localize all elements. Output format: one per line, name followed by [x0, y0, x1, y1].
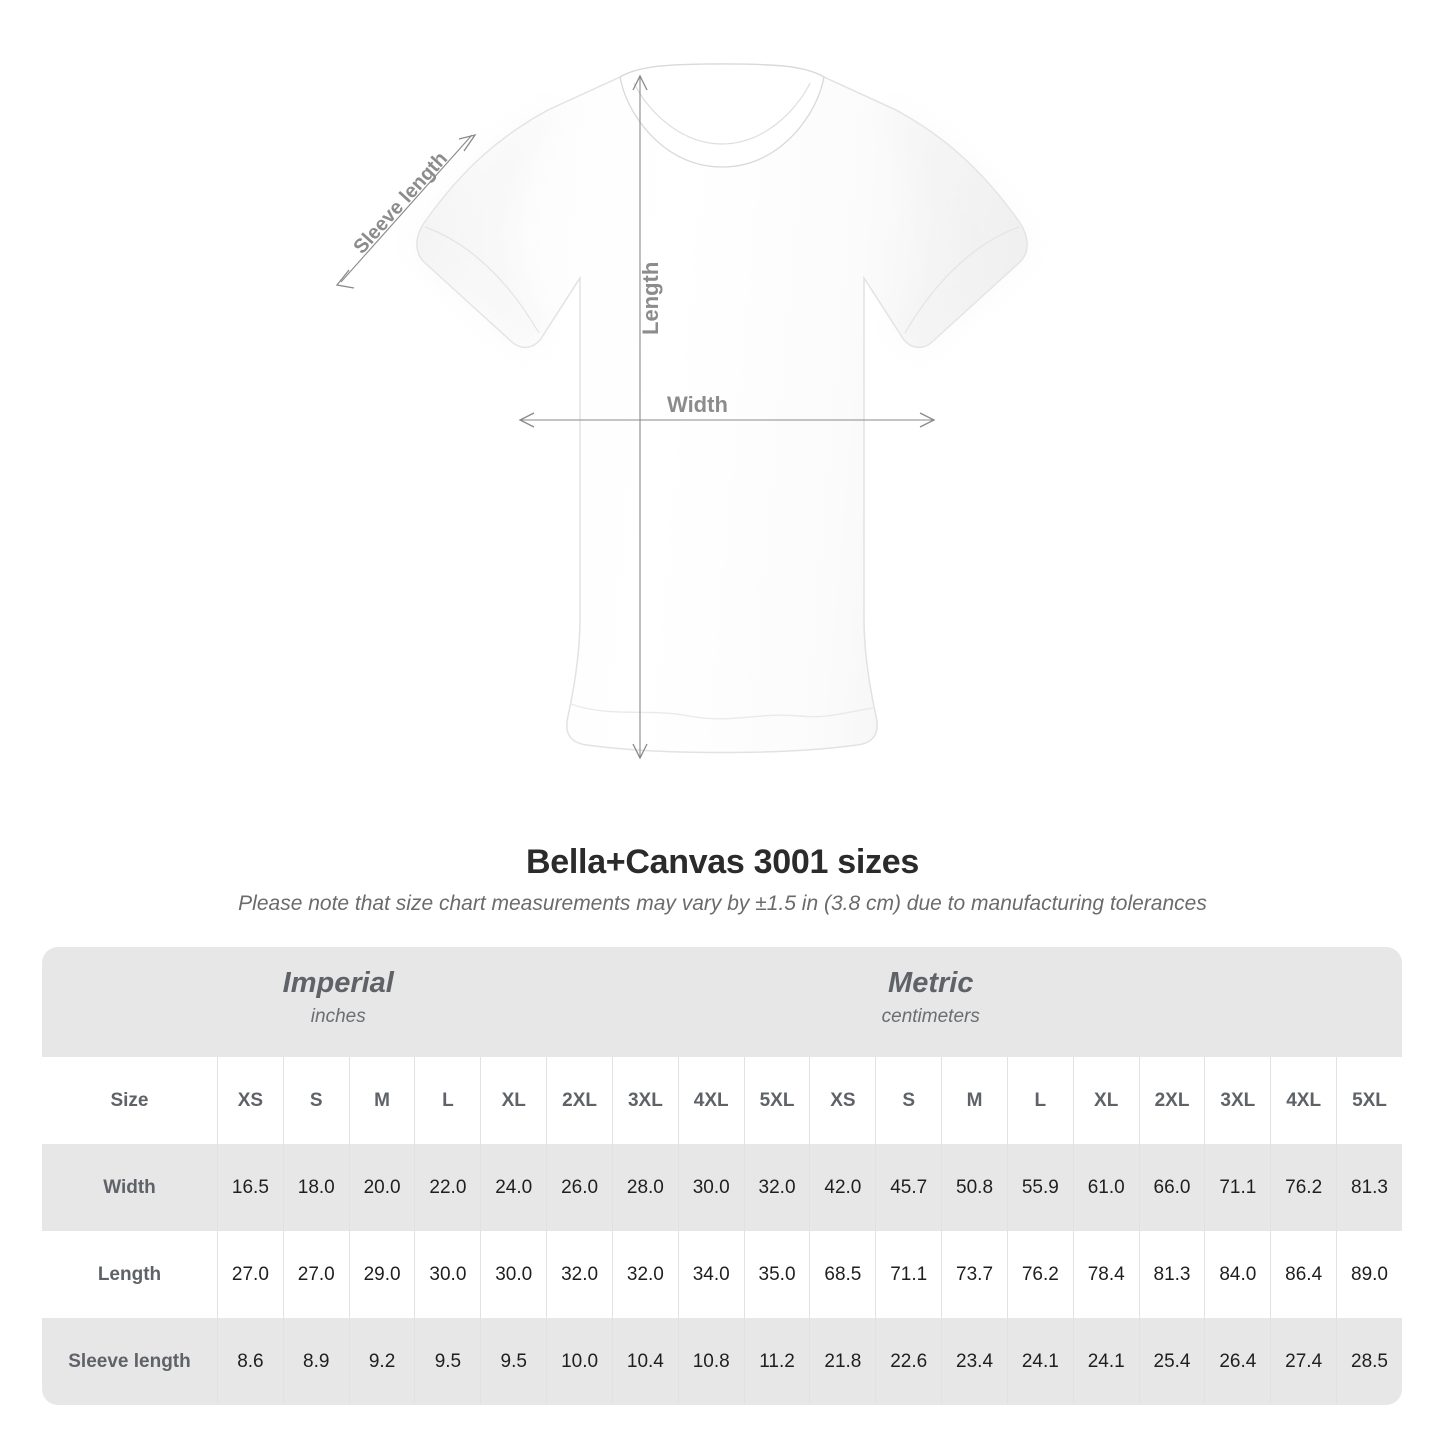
- svg-text:Sleeve length: Sleeve length: [349, 148, 452, 259]
- svg-text:Length: Length: [638, 262, 663, 335]
- svg-text:Width: Width: [667, 392, 728, 417]
